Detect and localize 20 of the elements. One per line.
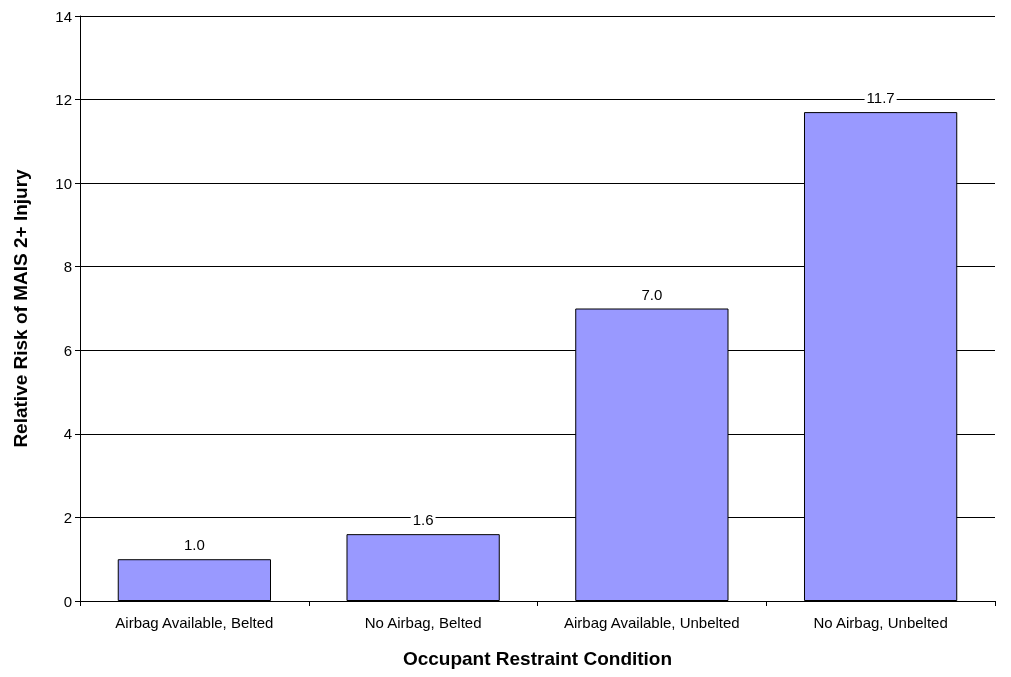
data-label: 1.6 — [412, 511, 434, 529]
bar — [346, 534, 500, 601]
x-axis-title: Occupant Restraint Condition — [402, 648, 673, 669]
data-label: 1.0 — [183, 536, 205, 554]
y-tick-label: 0 — [63, 592, 72, 610]
y-tick-label: 10 — [55, 174, 72, 192]
bar — [117, 559, 272, 601]
x-tick-label: Airbag Available, Unbelted — [564, 614, 740, 631]
y-tick-label: 2 — [63, 508, 72, 526]
y-axis-title: Relative Risk of MAIS 2+ Injury — [10, 168, 31, 448]
y-tick-label: 12 — [55, 91, 72, 109]
x-tick-label: No Airbag, Unbelted — [813, 614, 948, 631]
y-tick-label: 8 — [63, 258, 72, 276]
data-label: 11.7 — [866, 89, 895, 107]
y-tick-label: 6 — [63, 341, 72, 359]
data-label: 7.0 — [641, 285, 663, 303]
x-tick-label: No Airbag, Belted — [364, 614, 482, 631]
y-tick-label: 4 — [63, 425, 72, 443]
y-tick-label: 14 — [55, 7, 72, 25]
x-tick-label: Airbag Available, Belted — [115, 614, 274, 631]
